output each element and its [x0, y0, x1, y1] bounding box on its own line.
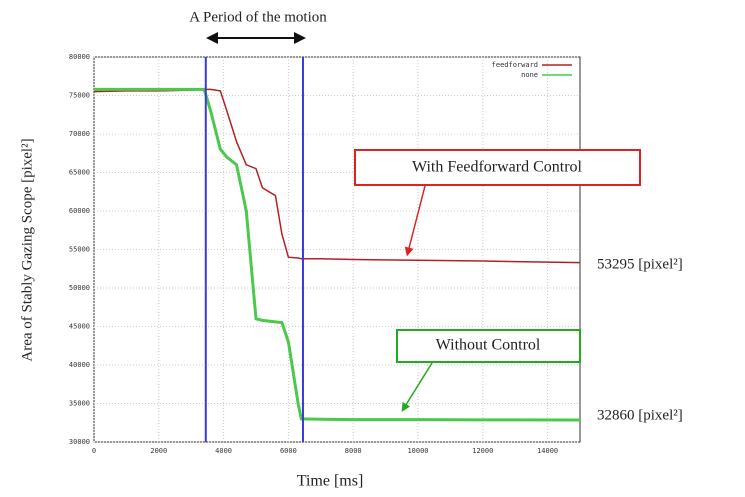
- annotation: 32860 [pixel²]: [597, 407, 683, 423]
- y-tick-label: 75000: [69, 92, 90, 100]
- plot-area: 3000035000400004500050000550006000065000…: [69, 53, 581, 455]
- callout-arrow: [401, 362, 433, 412]
- x-tick-label: 12000: [472, 447, 493, 455]
- x-tick-label: 2000: [150, 447, 167, 455]
- x-tick-label: 8000: [345, 447, 362, 455]
- callout-box: [354, 149, 641, 186]
- annotation: 53295 [pixel²]: [597, 256, 683, 272]
- x-tick-label: 4000: [215, 447, 232, 455]
- y-tick-label: 30000: [69, 438, 90, 446]
- y-tick-label: 45000: [69, 323, 90, 331]
- y-tick-label: 40000: [69, 361, 90, 369]
- chart-title: A Period of the motion: [189, 9, 327, 25]
- callout-box: [396, 329, 581, 363]
- x-tick-label: 14000: [537, 447, 558, 455]
- legend-label: none: [521, 71, 538, 79]
- x-tick-label: 6000: [280, 447, 297, 455]
- callout-arrow: [404, 185, 426, 257]
- y-tick-label: 50000: [69, 284, 90, 292]
- x-axis-label: Time [ms]: [297, 473, 364, 490]
- annotation: Without Control: [436, 337, 541, 354]
- x-tick-label: 10000: [407, 447, 428, 455]
- y-tick-label: 55000: [69, 246, 90, 254]
- y-tick-label: 35000: [69, 400, 90, 408]
- legend-label: feedforward: [492, 61, 538, 69]
- data-line: [94, 87, 581, 422]
- y-axis-label: Area of Stably Gazing Scope [pixel²]: [19, 138, 35, 361]
- x-tick-label: 0: [92, 447, 96, 455]
- y-tick-label: 60000: [69, 207, 90, 215]
- y-tick-label: 80000: [69, 53, 90, 61]
- y-tick-label: 70000: [69, 130, 90, 138]
- y-tick-label: 65000: [69, 169, 90, 177]
- annotation: With Feedforward Control: [412, 159, 583, 176]
